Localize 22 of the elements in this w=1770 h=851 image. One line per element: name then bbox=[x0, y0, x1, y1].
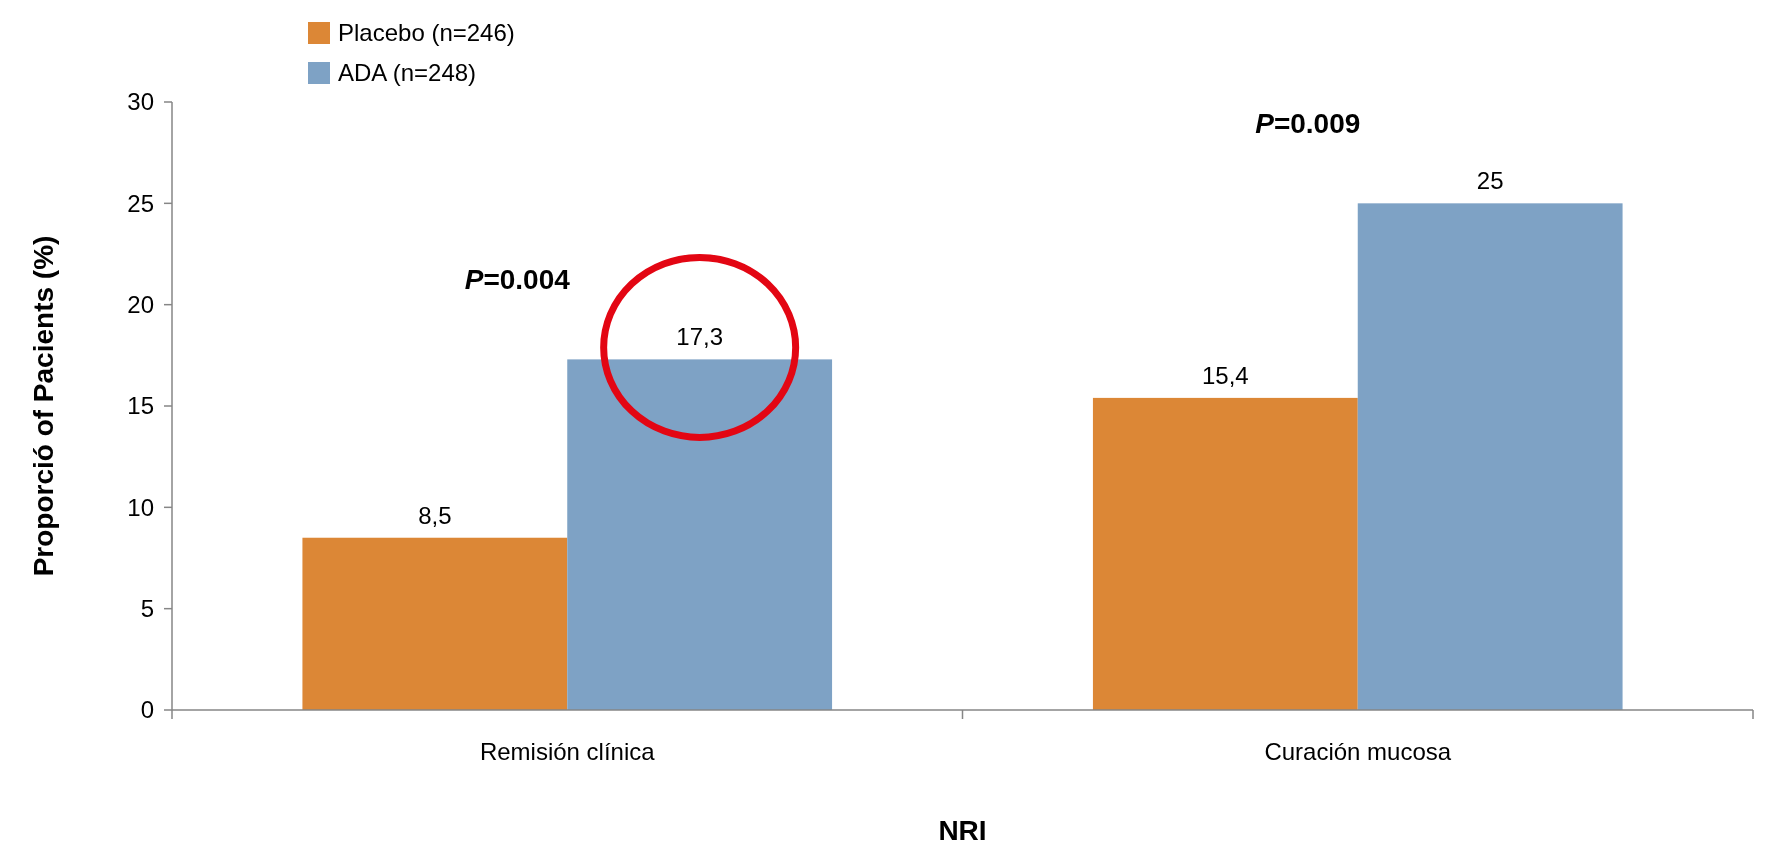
bar bbox=[302, 537, 568, 710]
legend-label: Placebo (n=246) bbox=[338, 19, 515, 47]
x-tick-label: Remisión clínica bbox=[479, 738, 656, 765]
y-tick-label: 0 bbox=[140, 696, 154, 724]
data-label: 17,3 bbox=[676, 323, 724, 351]
y-tick-label: 5 bbox=[140, 595, 154, 623]
y-axis-title: Proporció of Pacients (%) bbox=[28, 235, 59, 577]
data-label: 25 bbox=[1476, 167, 1504, 195]
data-label: 15,4 bbox=[1201, 361, 1249, 389]
x-tick-label: Curación mucosa bbox=[1264, 738, 1452, 765]
y-tick-label: 30 bbox=[127, 88, 154, 116]
y-tick-label: 15 bbox=[127, 392, 154, 420]
legend-label: ADA (n=248) bbox=[338, 59, 477, 87]
bar bbox=[1357, 203, 1623, 710]
y-tick-label: 20 bbox=[127, 291, 154, 319]
y-tick-label: 25 bbox=[127, 189, 154, 217]
x-axis-title: NRI bbox=[938, 815, 987, 846]
annotation: P=0.004 bbox=[464, 264, 571, 296]
bar bbox=[1092, 397, 1358, 710]
annotation: P=0.009 bbox=[1255, 108, 1361, 140]
y-tick-label: 10 bbox=[127, 493, 154, 521]
data-label: 8,5 bbox=[418, 501, 452, 529]
